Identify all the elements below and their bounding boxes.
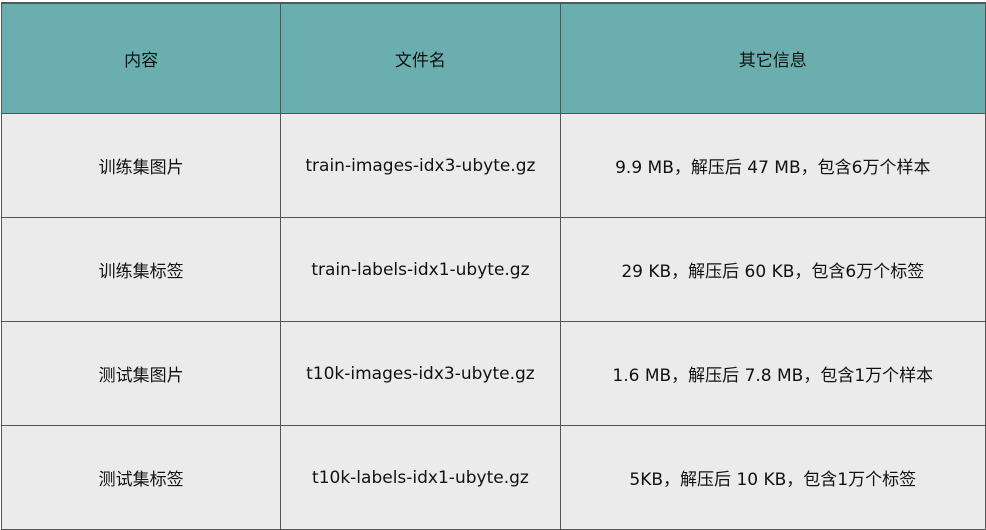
cell-filename: train-images-idx3-ubyte.gz (280, 113, 561, 218)
header-other-info: 其它信息 (559, 2, 986, 114)
header-filename: 文件名 (280, 2, 561, 114)
cell-other-info: 5KB，解压后 10 KB，包含1万个标签 (559, 425, 986, 530)
cell-other-info: 1.6 MB，解压后 7.8 MB，包含1万个样本 (559, 321, 986, 426)
cell-filename: t10k-labels-idx1-ubyte.gz (280, 425, 561, 530)
table-row: 训练集图片 train-images-idx3-ubyte.gz 9.9 MB，… (0, 113, 986, 218)
table-row: 测试集图片 t10k-images-idx3-ubyte.gz 1.6 MB，解… (0, 321, 986, 426)
cell-filename: train-labels-idx1-ubyte.gz (280, 217, 561, 322)
cell-content: 测试集图片 (0, 321, 282, 426)
cell-filename: t10k-images-idx3-ubyte.gz (280, 321, 561, 426)
table-row: 测试集标签 t10k-labels-idx1-ubyte.gz 5KB，解压后 … (0, 425, 986, 530)
cell-other-info: 9.9 MB，解压后 47 MB，包含6万个样本 (559, 113, 986, 218)
cell-other-info: 29 KB，解压后 60 KB，包含6万个标签 (559, 217, 986, 322)
table-row: 训练集标签 train-labels-idx1-ubyte.gz 29 KB，解… (0, 217, 986, 322)
header-row: 内容 文件名 其它信息 (0, 2, 986, 114)
header-content: 内容 (0, 2, 282, 114)
cell-content: 测试集标签 (0, 425, 282, 530)
cell-content: 训练集图片 (0, 113, 282, 218)
cell-content: 训练集标签 (0, 217, 282, 322)
